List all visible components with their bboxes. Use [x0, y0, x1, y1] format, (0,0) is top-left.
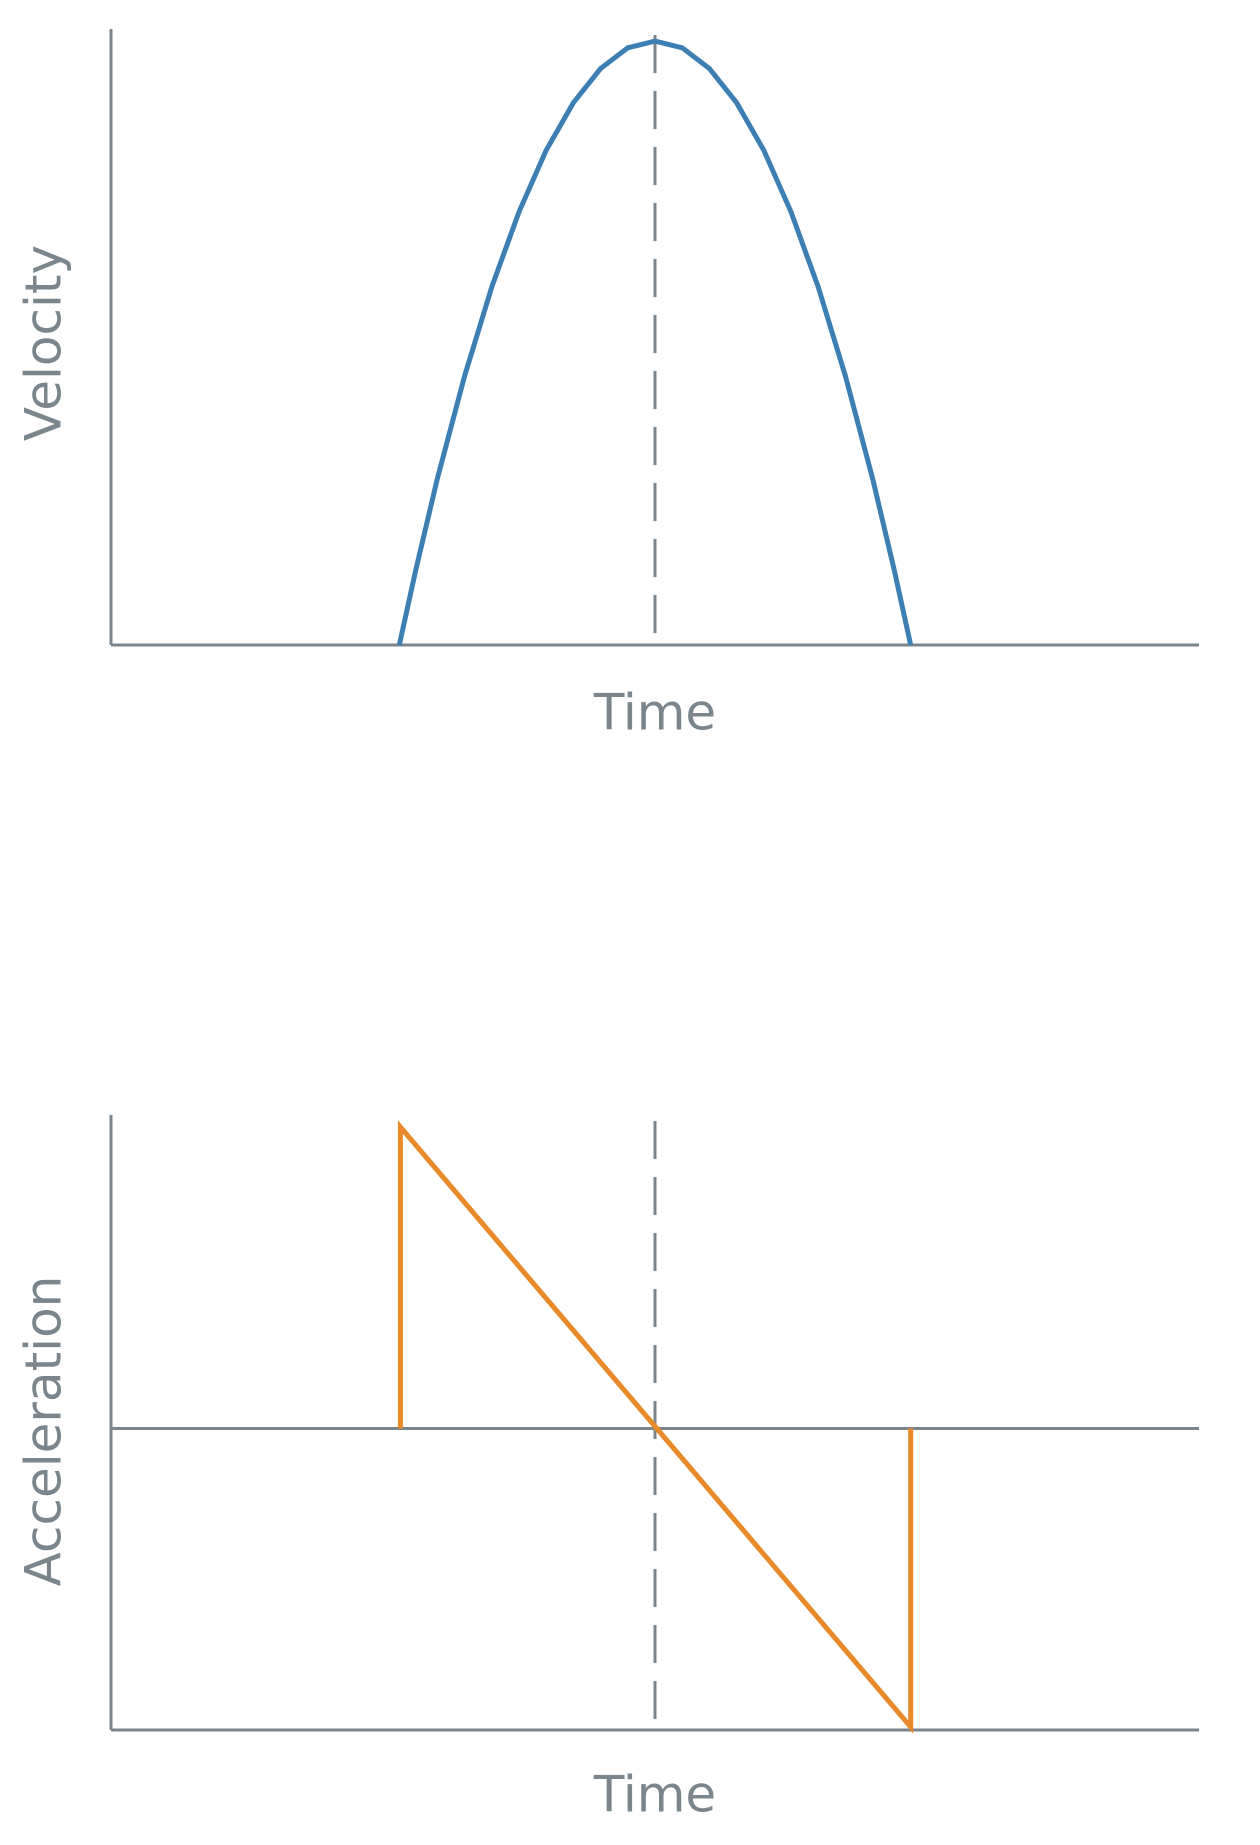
data-line — [396, 38, 914, 646]
data-line — [397, 1120, 914, 1734]
y-axis-label: Acceleration — [15, 1276, 73, 1587]
x-axis-label: Time — [593, 1766, 716, 1824]
x-axis-label: Time — [593, 684, 716, 742]
y-axis-label: Velocity — [15, 245, 73, 441]
